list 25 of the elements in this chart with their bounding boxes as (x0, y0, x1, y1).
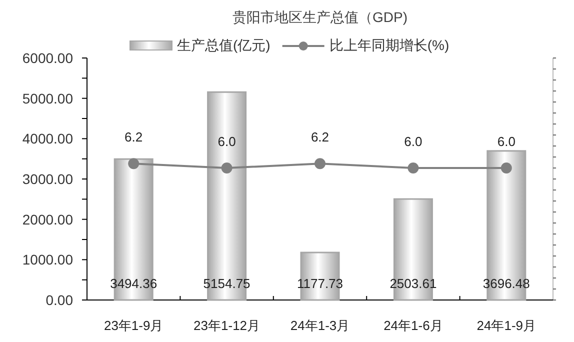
x-tick-label: 24年1-9月 (476, 318, 536, 333)
x-tick-label: 24年1-6月 (384, 318, 443, 333)
x-tick-label: 24年1-3月 (290, 318, 350, 333)
data-label: 1177.73 (296, 276, 344, 291)
data-label: 2503.61 (390, 276, 437, 291)
data-label: 6.0 (404, 134, 422, 149)
x-tick-label: 23年1-12月 (194, 318, 260, 333)
data-label: 6.2 (124, 130, 143, 145)
data-label: 6.0 (218, 134, 236, 149)
y-tick-label: 3000.00 (22, 171, 74, 187)
legend-label: 比上年同期增长(%) (329, 37, 450, 53)
legend-label: 生产总值(亿元) (177, 37, 270, 53)
data-label: 3494.36 (110, 276, 158, 291)
y-tick-label: 1000.00 (22, 252, 74, 268)
y-tick-label: 4000.00 (22, 130, 74, 147)
data-label: 3696.48 (482, 276, 530, 291)
y-tick-label: 5000.00 (22, 90, 74, 106)
chart-title: 贵阳市地区生产总值（GDP) (232, 9, 408, 25)
x-tick-label: 23年1-9月 (104, 318, 164, 333)
y-tick-label: 6000.00 (22, 50, 74, 66)
data-label: 6.0 (497, 134, 516, 149)
data-label: 6.2 (310, 130, 330, 145)
y-tick-label: 2000.00 (22, 211, 74, 228)
y-tick-label: 0.00 (46, 292, 74, 308)
data-label: 5154.75 (203, 276, 250, 291)
